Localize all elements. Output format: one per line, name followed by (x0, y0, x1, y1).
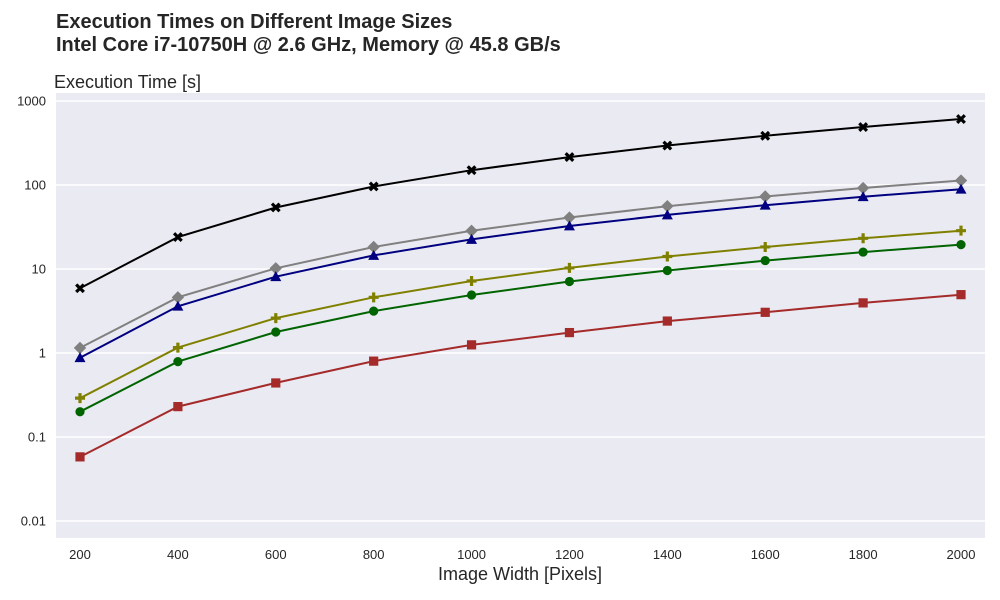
data-point (956, 240, 966, 250)
y-tick-label: 1 (39, 346, 46, 361)
y-tick-label: 1000 (17, 94, 46, 109)
data-point (760, 130, 771, 141)
data-point (466, 290, 477, 300)
y-tick-label: 0.01 (21, 514, 46, 529)
data-point (662, 140, 673, 151)
x-tick-label: 1800 (849, 547, 878, 562)
data-point (172, 232, 183, 242)
data-point (466, 275, 477, 286)
data-point (858, 247, 868, 257)
x-tick-label: 2000 (947, 547, 976, 562)
x-tick-label: 1600 (751, 547, 780, 562)
data-point (269, 262, 282, 275)
x-tick-label: 800 (363, 547, 385, 562)
x-tick-label: 400 (167, 547, 189, 562)
x-axis-label: Image Width [Pixels] (437, 564, 603, 584)
data-point (172, 342, 183, 353)
x-tick-label: 200 (69, 547, 91, 562)
data-point (367, 240, 380, 254)
data-point (759, 199, 771, 210)
data-point (955, 183, 967, 194)
data-point (661, 199, 674, 213)
series-line (79, 179, 962, 349)
data-point (75, 393, 85, 404)
data-point (564, 262, 575, 273)
data-point (368, 249, 380, 260)
data-point (75, 283, 85, 294)
series-line (79, 229, 962, 400)
data-point (760, 241, 771, 252)
data-point (369, 356, 379, 366)
data-point (173, 402, 183, 412)
x-tick-label: 1000 (457, 547, 486, 562)
data-point (564, 276, 575, 287)
data-point (75, 452, 85, 462)
series-line (79, 118, 962, 290)
series-line (79, 293, 962, 458)
y-tick-label: 0.1 (28, 430, 46, 445)
chart-title-line-2: Intel Core i7-10750H @ 2.6 GHz, Memory @… (56, 34, 561, 56)
chart-title: Execution Times on Different Image Sizes… (56, 11, 561, 57)
data-point (858, 122, 869, 132)
x-tick-label: 1200 (555, 547, 584, 562)
data-point (271, 378, 281, 388)
plot-background (56, 93, 985, 538)
series-line (79, 188, 962, 359)
data-point (368, 292, 379, 303)
y-tick-label: 10 (32, 262, 46, 277)
data-point (172, 300, 184, 311)
data-point (954, 174, 968, 187)
data-point (759, 190, 772, 203)
data-point (661, 209, 673, 220)
data-point (858, 298, 868, 308)
data-point (173, 356, 183, 367)
data-point (956, 114, 966, 124)
data-point (760, 307, 770, 317)
data-point (564, 327, 575, 338)
series-line (79, 243, 962, 413)
data-point (369, 306, 379, 316)
data-point (270, 202, 281, 213)
data-point (466, 340, 477, 350)
data-point (270, 313, 281, 324)
data-point (858, 233, 869, 244)
data-point (563, 211, 576, 224)
x-tick-label: 600 (265, 547, 287, 562)
y-tick-label: 100 (24, 178, 46, 193)
data-point (956, 290, 966, 300)
data-point (760, 255, 770, 266)
data-point (74, 352, 86, 363)
data-point (856, 181, 870, 195)
data-point (73, 341, 87, 355)
data-point (466, 233, 478, 244)
data-point (466, 165, 477, 176)
data-point (270, 271, 282, 282)
data-point (271, 327, 281, 337)
data-point (564, 152, 575, 163)
data-point (563, 220, 575, 231)
data-point (171, 291, 185, 304)
data-point (857, 191, 869, 202)
data-point (368, 181, 379, 192)
data-point (662, 265, 672, 276)
data-point (662, 316, 672, 326)
y-axis-label: Execution Time [s] (54, 72, 202, 92)
data-point (465, 224, 478, 237)
data-point (956, 225, 966, 236)
chart-title-line-1: Execution Times on Different Image Sizes (56, 11, 453, 33)
data-point (662, 251, 673, 262)
x-tick-label: 1400 (653, 547, 682, 562)
data-point (75, 407, 85, 417)
